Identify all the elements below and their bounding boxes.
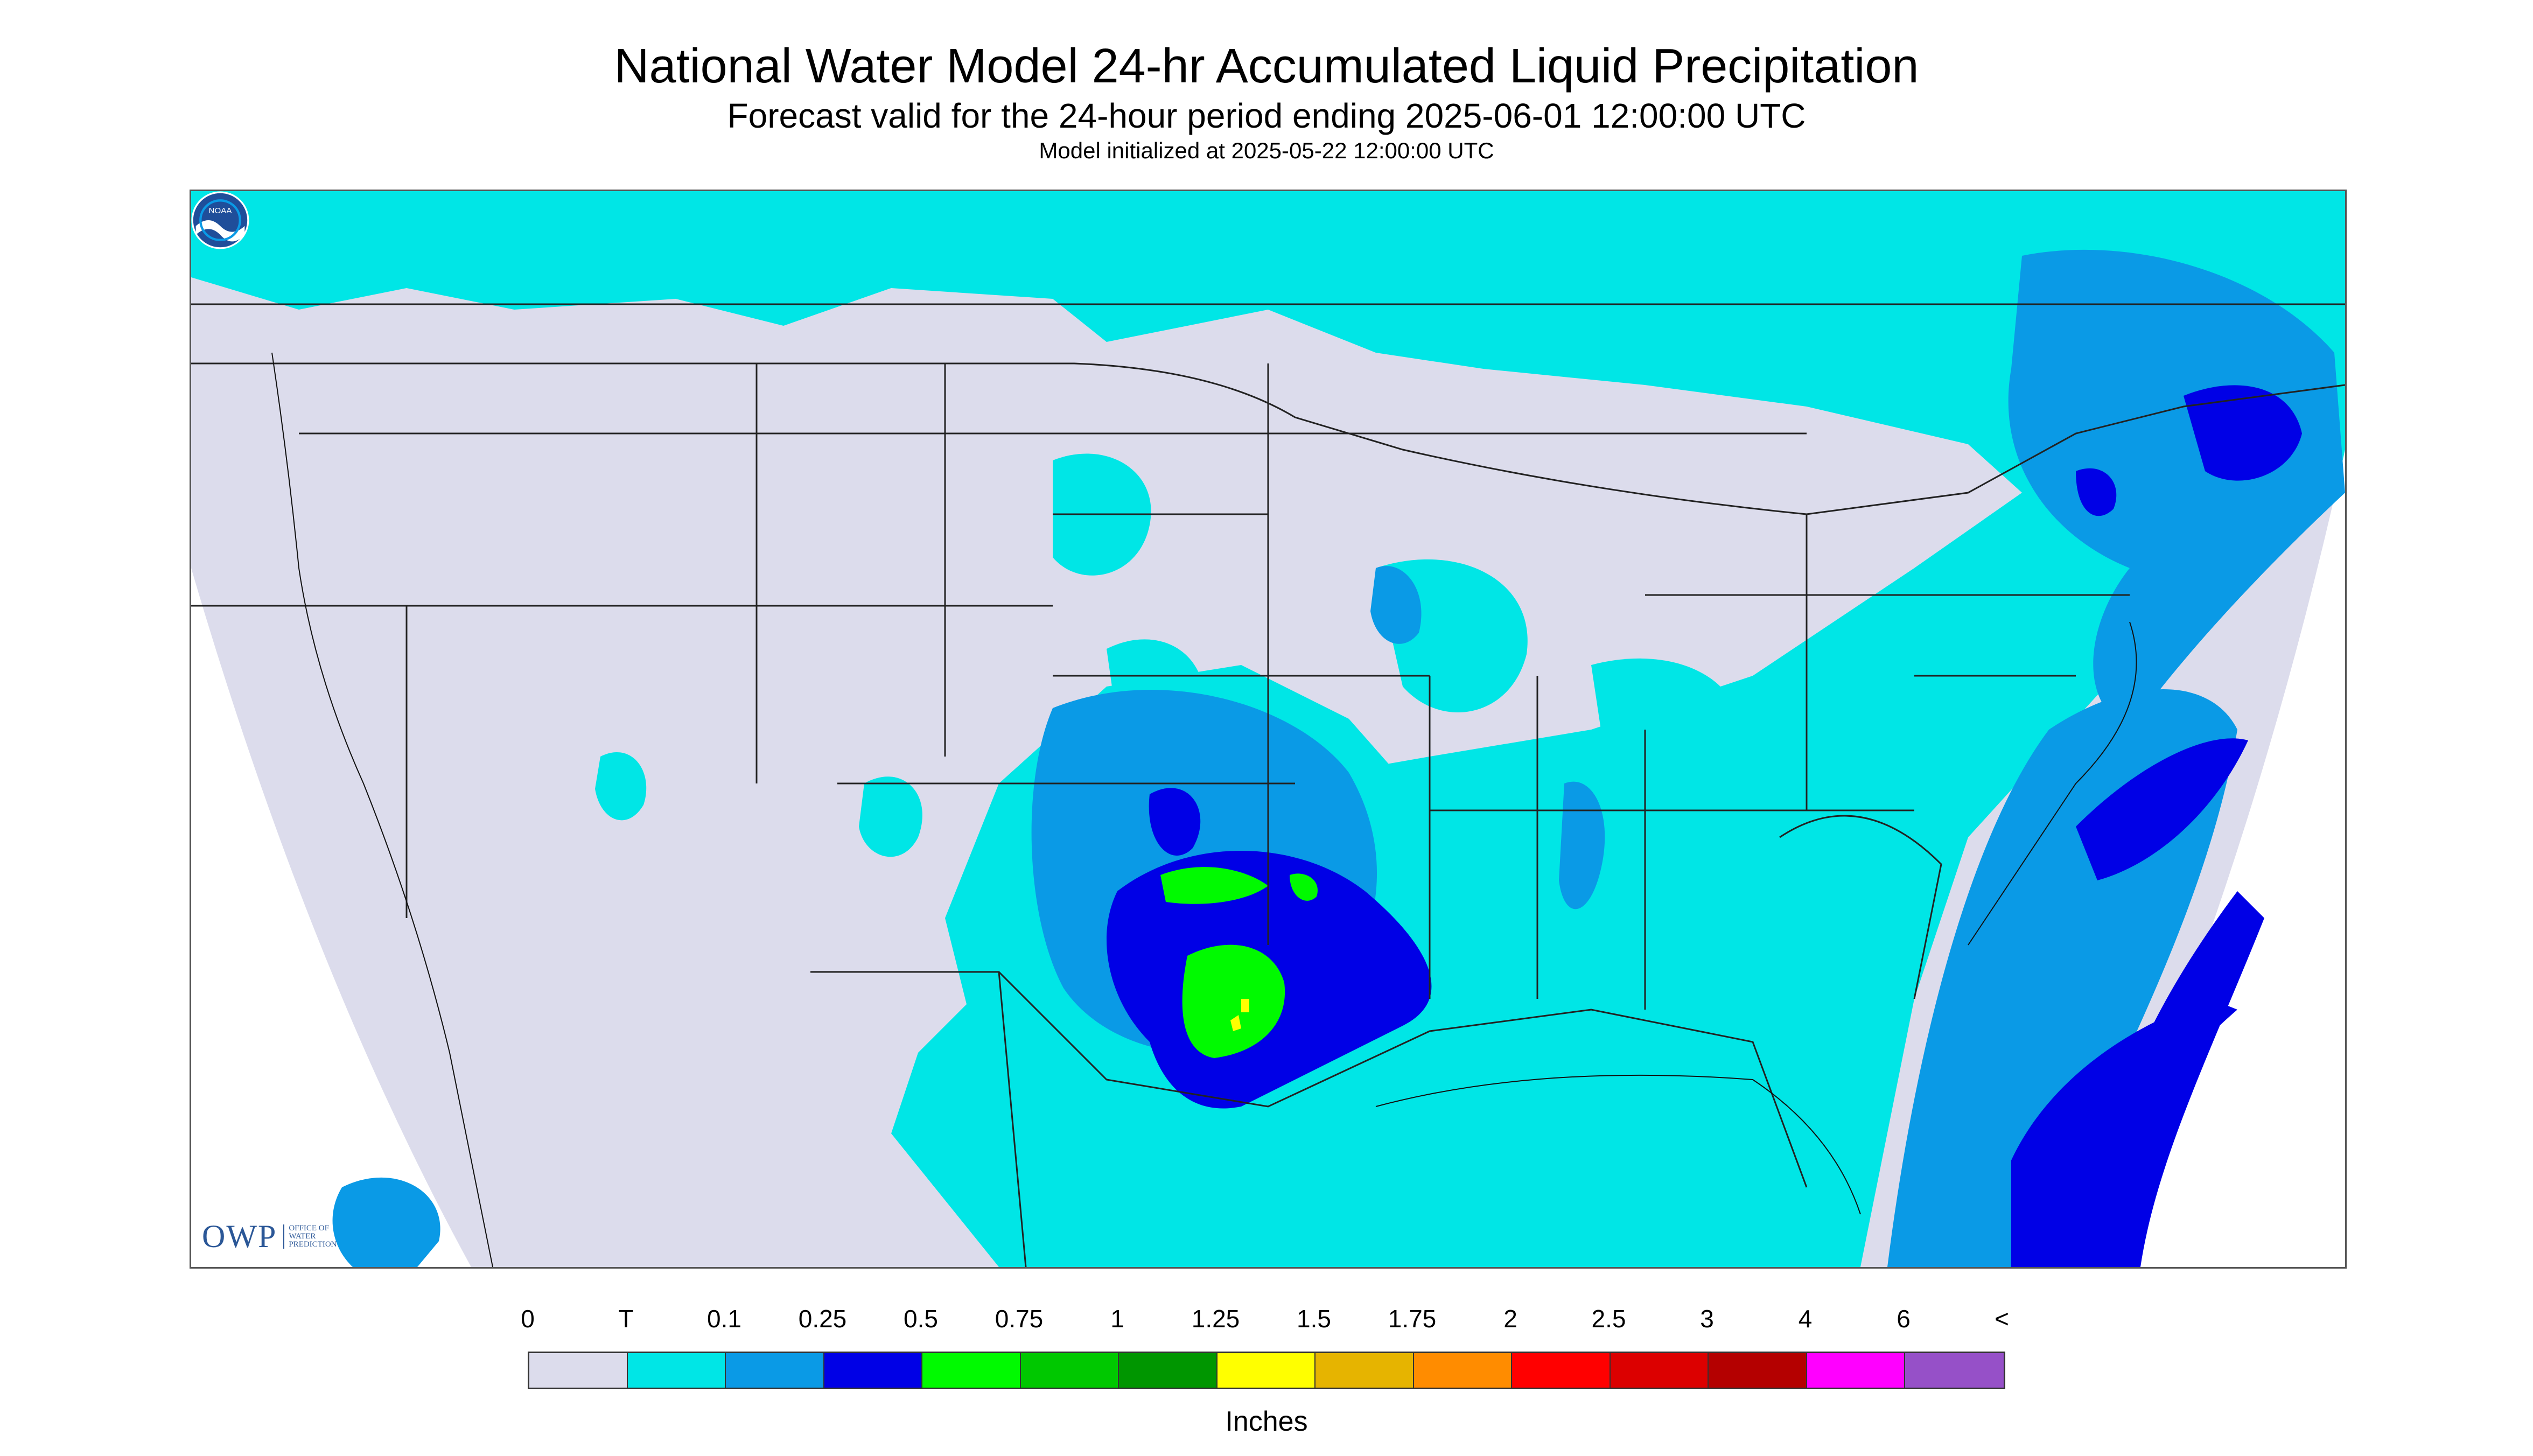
legend-label: 1.5 — [1297, 1305, 1331, 1333]
projection-edge-left — [191, 568, 471, 1267]
owp-sub-line-1: OFFICE OF — [289, 1224, 329, 1233]
owp-sub-line-3: PREDICTION — [289, 1240, 337, 1249]
legend-swatch — [1610, 1353, 1709, 1388]
legend-label: 0.5 — [904, 1305, 938, 1333]
legend-swatch — [1512, 1353, 1611, 1388]
owp-logo-text: OWP — [202, 1219, 277, 1254]
legend-swatch — [922, 1353, 1021, 1388]
legend-label: 0.25 — [798, 1305, 847, 1333]
legend-label: 1.75 — [1388, 1305, 1437, 1333]
political-boundaries — [191, 303, 2345, 1267]
legend-swatch — [1414, 1353, 1512, 1388]
precip-0.5-areas — [1160, 867, 1318, 1058]
legend-label: 6 — [1897, 1305, 1911, 1333]
noaa-logo-text: NOAA — [209, 206, 233, 215]
map-subtitle: Forecast valid for the 24-hour period en… — [727, 96, 1806, 135]
model-init-text: Model initialized at 2025-05-22 12:00:00… — [1039, 138, 1494, 163]
legend-label: 1.25 — [1191, 1305, 1240, 1333]
legend-color-bar — [528, 1352, 2005, 1389]
legend-swatch — [1709, 1353, 1807, 1388]
legend-swatch — [1807, 1353, 1905, 1388]
legend-label: T — [618, 1305, 634, 1333]
legend-swatch — [529, 1353, 628, 1388]
legend-units: Inches — [1225, 1406, 1308, 1437]
owp-sub-line-2: WATER — [289, 1232, 316, 1241]
legend-swatch — [1119, 1353, 1217, 1388]
legend-labels: 0 T 0.1 0.25 0.5 0.75 1 1.25 1.5 1.75 2 2.5 3 4 6 < — [0, 1304, 2533, 1342]
legend-label: 0.75 — [995, 1305, 1044, 1333]
legend-label: 2 — [1503, 1305, 1517, 1333]
legend-label: < — [1995, 1305, 2009, 1333]
legend-swatch — [1316, 1353, 1414, 1388]
coastlines — [271, 352, 2137, 1267]
map-title: National Water Model 24-hr Accumulated L… — [614, 39, 1919, 93]
map-canvas — [191, 191, 2345, 1267]
legend-swatch — [1020, 1353, 1119, 1388]
projection-edge-right — [2076, 450, 2345, 1267]
legend-label: 0 — [521, 1305, 535, 1333]
legend-swatch — [1217, 1353, 1316, 1388]
noaa-logo: NOAA — [191, 191, 249, 249]
legend-label: 3 — [1700, 1305, 1714, 1333]
legend-label: 1 — [1110, 1305, 1124, 1333]
legend-swatch — [726, 1353, 824, 1388]
precip-1.25-areas — [1230, 999, 1249, 1031]
legend-swatch — [1905, 1353, 2004, 1388]
legend-label: 0.1 — [707, 1305, 741, 1333]
owp-logo-subtitle: OFFICE OF WATER PREDICTION — [283, 1224, 337, 1249]
legend-swatch — [627, 1353, 726, 1388]
legend-swatch — [824, 1353, 922, 1388]
owp-logo: OWP OFFICE OF WATER PREDICTION — [202, 1218, 337, 1255]
legend-label: 2.5 — [1591, 1305, 1626, 1333]
legend-label: 4 — [1798, 1305, 1813, 1333]
precipitation-map: OWP OFFICE OF WATER PREDICTION NOAA — [190, 190, 2347, 1269]
